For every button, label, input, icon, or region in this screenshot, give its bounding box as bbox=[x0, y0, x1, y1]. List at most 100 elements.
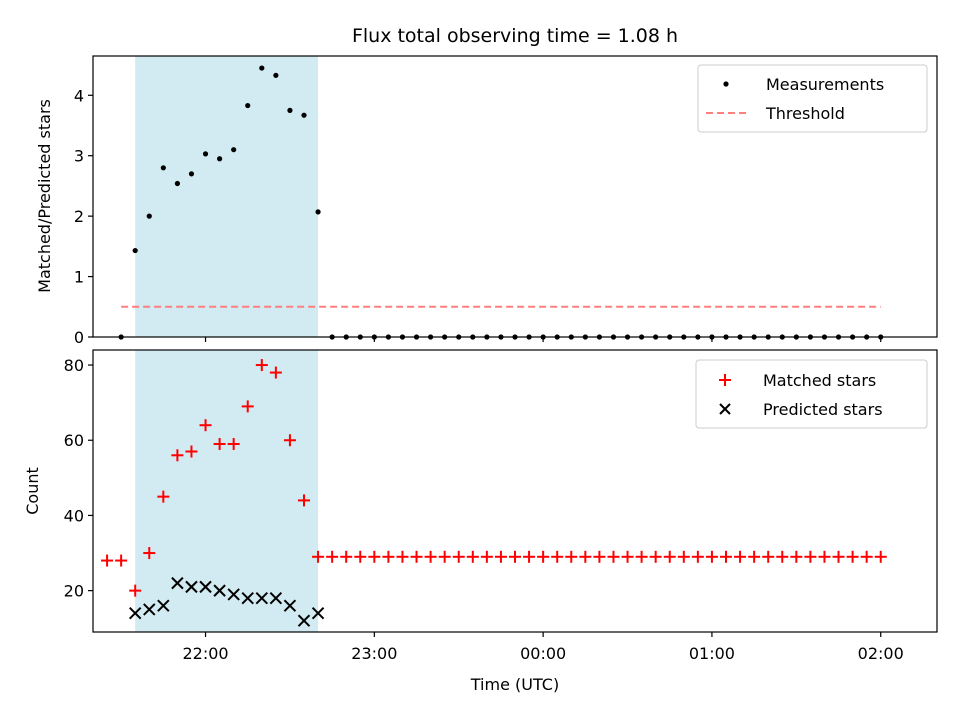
measurement-point bbox=[202, 151, 209, 157]
predicted-star-point bbox=[311, 606, 325, 620]
top-y-tick-label: 0 bbox=[74, 328, 84, 347]
matched-star-point bbox=[101, 554, 114, 567]
top-y-tick-label: 1 bbox=[74, 268, 84, 287]
matched-star-point bbox=[762, 550, 775, 563]
measurement-point bbox=[188, 171, 195, 177]
star-count-panel: 20 40 60 80 22:00 23:00 00:00 01:00 02:00 Count… bbox=[23, 349, 938, 694]
legend-matched-marker bbox=[719, 374, 731, 386]
bottom-y-tick-label: 20 bbox=[64, 582, 84, 601]
bottom-y-tick-label: 80 bbox=[64, 356, 84, 375]
top-legend: Measurements Threshold bbox=[697, 64, 928, 133]
matched-star-point bbox=[157, 490, 170, 503]
measurement-point bbox=[132, 247, 138, 254]
matched-star-point bbox=[213, 438, 226, 450]
measurement-point bbox=[301, 112, 307, 118]
matched-star-point bbox=[551, 550, 564, 563]
predicted-star-point bbox=[297, 614, 311, 627]
top-y-tick-label: 3 bbox=[74, 147, 84, 166]
matched-star-point bbox=[734, 550, 747, 563]
bottom-y-tick-label: 60 bbox=[64, 431, 84, 450]
matched-star-point bbox=[312, 550, 325, 563]
predicted-star-point bbox=[185, 580, 198, 594]
bottom-axes-frame bbox=[92, 349, 938, 633]
bottom-legend: Matched stars Predicted stars bbox=[695, 359, 928, 429]
bottom-legend-box bbox=[695, 359, 928, 429]
predicted-star-point bbox=[157, 599, 170, 612]
matched-star-point bbox=[368, 550, 381, 563]
legend-matched-label: Matched stars bbox=[763, 371, 876, 390]
measurement-point bbox=[259, 65, 265, 71]
matched-star-point bbox=[579, 550, 592, 563]
predicted-star-point bbox=[269, 591, 283, 605]
matched-star-point bbox=[227, 438, 240, 450]
matched-star-point bbox=[424, 550, 437, 563]
bottom-y-tick-label: 40 bbox=[64, 506, 84, 525]
matched-star-point bbox=[635, 550, 648, 563]
measurement-point bbox=[217, 156, 223, 162]
matched-star-point bbox=[748, 550, 761, 563]
matched-star-point bbox=[523, 550, 536, 563]
legend-predicted-marker bbox=[719, 403, 731, 415]
matched-star-point bbox=[846, 550, 859, 563]
measurement-point bbox=[174, 180, 180, 187]
matched-star-point bbox=[382, 550, 395, 563]
observing-window-top bbox=[135, 56, 319, 337]
matched-star-point bbox=[410, 550, 423, 563]
measurement-point bbox=[245, 102, 251, 109]
matched-star-point bbox=[185, 445, 198, 458]
measurement-point bbox=[287, 107, 293, 113]
matched-star-point bbox=[607, 550, 620, 563]
predicted-star-point bbox=[143, 603, 156, 616]
bottom-y-axis-label: Count bbox=[23, 467, 42, 515]
observing-window-bottom bbox=[135, 350, 319, 632]
predicted-star-point bbox=[241, 591, 254, 605]
matched-star-point bbox=[621, 550, 634, 563]
predicted-star-point bbox=[128, 606, 142, 620]
matched-star-point bbox=[776, 550, 789, 563]
top-axes-frame bbox=[92, 55, 938, 338]
matched-star-point bbox=[663, 550, 676, 563]
bottom-x-tick-label: 23:00 bbox=[351, 644, 397, 663]
matched-star-point bbox=[818, 550, 831, 563]
matched-star-point bbox=[354, 550, 367, 563]
predicted-star-point bbox=[171, 576, 184, 590]
matched-star-point bbox=[452, 550, 465, 563]
measurement-point bbox=[146, 213, 152, 219]
legend-threshold-label: Threshold bbox=[765, 104, 845, 123]
predicted-star-point bbox=[255, 591, 269, 605]
matched-star-point bbox=[283, 434, 296, 447]
bottom-x-tick-label: 02:00 bbox=[858, 644, 904, 663]
bottom-x-tick-label: 00:00 bbox=[520, 644, 566, 663]
matched-star-point bbox=[790, 550, 803, 563]
bottom-x-tick-label: 22:00 bbox=[182, 644, 228, 663]
matched-star-point bbox=[480, 550, 493, 563]
chart-title: Flux total observing time = 1.08 h bbox=[352, 25, 678, 47]
matched-star-point bbox=[494, 550, 507, 563]
matched-star-point bbox=[565, 550, 578, 563]
matched-star-point bbox=[593, 550, 606, 563]
measurement-point bbox=[315, 209, 321, 215]
top-y-tick-label: 2 bbox=[74, 207, 84, 226]
legend-measurements-label: Measurements bbox=[766, 75, 884, 94]
top-y-axis-label: Matched/Predicted stars bbox=[35, 99, 54, 293]
matched-star-point bbox=[255, 359, 268, 372]
matched-star-point bbox=[466, 550, 479, 563]
matched-star-point bbox=[874, 550, 887, 563]
top-y-tick-label: 4 bbox=[74, 86, 84, 105]
legend-measurements-marker bbox=[723, 81, 729, 87]
measurement-point bbox=[273, 72, 279, 78]
matched-star-point bbox=[171, 449, 184, 462]
matched-star-point bbox=[326, 550, 339, 563]
matched-star-point bbox=[705, 550, 718, 563]
matched-star-point bbox=[340, 550, 353, 563]
legend-predicted-label: Predicted stars bbox=[763, 400, 883, 419]
predicted-star-point bbox=[283, 599, 297, 612]
matched-star-point bbox=[129, 584, 142, 597]
bottom-x-tick-label: 01:00 bbox=[689, 644, 735, 663]
matched-star-point bbox=[691, 550, 704, 563]
matched-star-point bbox=[396, 550, 409, 563]
predicted-star-point bbox=[227, 588, 240, 601]
matched-star-point bbox=[677, 550, 690, 563]
matched-star-point bbox=[804, 550, 817, 563]
